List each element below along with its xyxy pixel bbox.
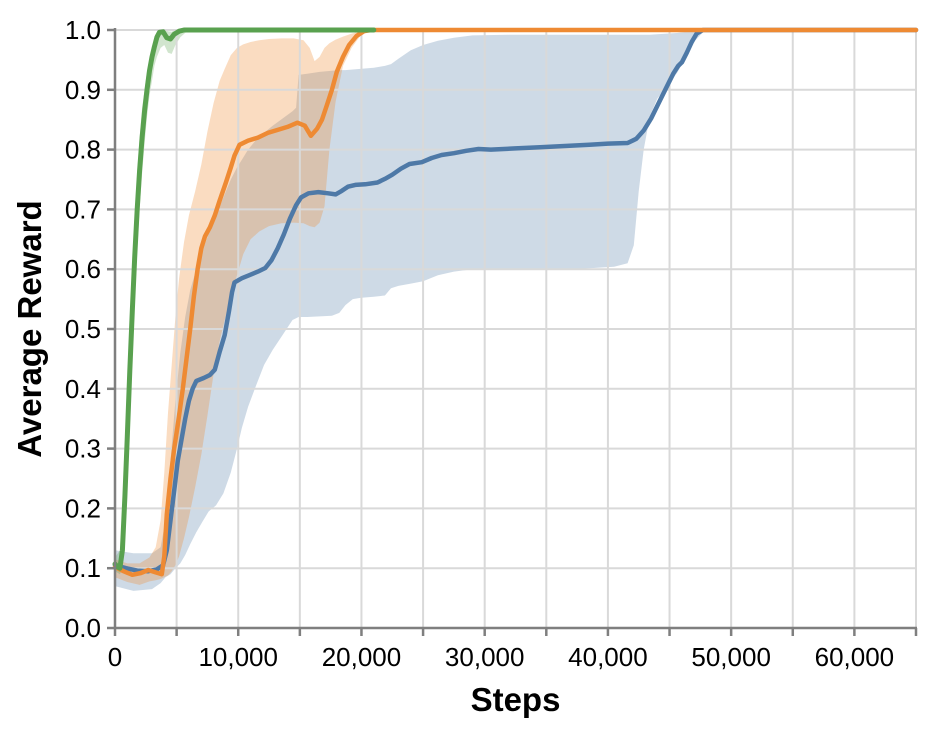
x-tick-label: 40,000 [568,642,648,672]
x-tick-label: 0 [108,642,122,672]
x-tick-label: 30,000 [445,642,525,672]
x-tick-label: 20,000 [322,642,402,672]
y-tick-label: 0.1 [65,553,101,583]
y-tick-label: 0.8 [65,135,101,165]
y-tick-label: 0.5 [65,314,101,344]
x-tick-label: 50,000 [691,642,771,672]
x-axis-title: Steps [470,681,561,718]
y-tick-label: 0.2 [65,493,101,523]
y-tick-label: 0.9 [65,75,101,105]
orange-series-band [115,30,916,585]
blue-series-line [112,27,919,574]
tick-marks [107,28,918,636]
confidence-bands [115,30,916,591]
orange-series-line [112,27,919,578]
y-tick-label: 0.4 [65,374,101,404]
series-lines [112,27,919,578]
blue-series-band [115,30,916,591]
y-tick-label: 0.3 [65,434,101,464]
y-axis-title: Average Reward [11,200,48,458]
y-tick-label: 0.7 [65,194,101,224]
x-tick-label: 60,000 [815,642,895,672]
x-tick-label: 10,000 [198,642,278,672]
y-tick-label: 0.0 [65,613,101,643]
tick-labels: 0 10,000 20,000 30,000 40,000 50,000 60,000 0.0… [65,15,894,672]
y-tick-label: 0.6 [65,254,101,284]
green-series-line [112,27,377,571]
y-tick-label: 1.0 [65,15,101,45]
gridlines [114,29,917,629]
